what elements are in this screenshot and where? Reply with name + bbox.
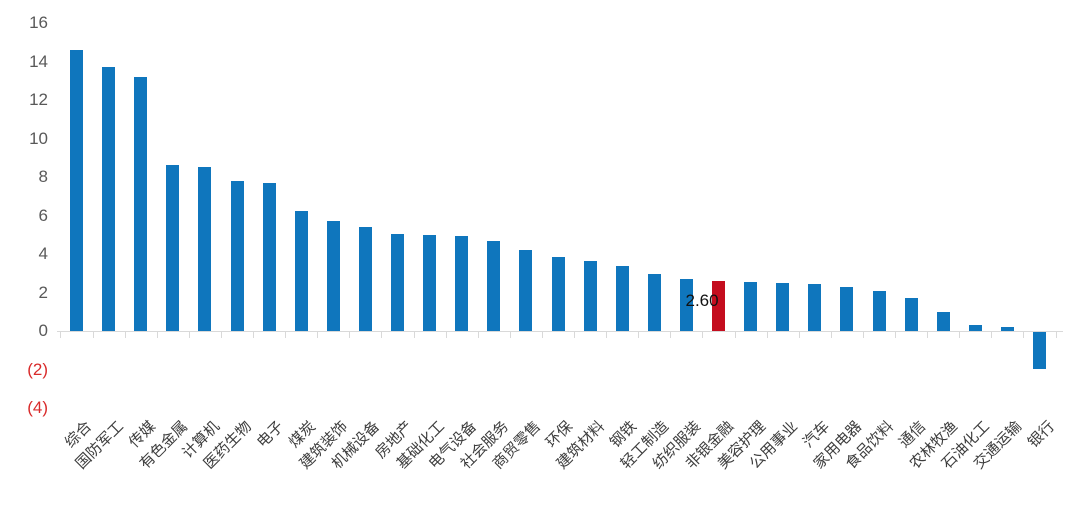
y-axis-tick-label: 6 xyxy=(38,205,48,225)
x-axis-tick-mark xyxy=(991,331,993,338)
y-axis-tick-label: 4 xyxy=(38,244,48,263)
x-axis-line xyxy=(57,331,1063,332)
x-axis-tick-mark xyxy=(830,331,832,338)
y-axis-tick-label: 2 xyxy=(38,282,48,302)
bar-食品饮料 xyxy=(872,290,886,331)
x-axis-tick-mark xyxy=(477,331,479,338)
bar-石油化工 xyxy=(968,325,982,331)
x-axis-tick-mark xyxy=(895,331,897,338)
y-axis-tick-label: 12 xyxy=(29,90,48,109)
x-axis-tick-mark xyxy=(156,331,158,338)
bar-有色金属 xyxy=(166,165,180,331)
x-axis-tick-mark xyxy=(798,331,800,338)
x-axis-tick-mark xyxy=(766,331,768,338)
bar-电气设备 xyxy=(455,235,469,331)
bar-建筑装饰 xyxy=(326,221,340,331)
x-axis-tick-mark xyxy=(734,331,736,338)
y-axis-tick-label: 16 xyxy=(29,13,48,32)
x-axis-tick-mark xyxy=(381,331,383,338)
y-axis-tick-label: 8 xyxy=(38,167,48,186)
bar-纺织服装 xyxy=(679,279,693,331)
bar-轻工制造 xyxy=(647,274,661,331)
x-axis-tick-mark xyxy=(349,331,351,338)
x-axis-tick-mark xyxy=(541,331,543,338)
highlight-data-label: 2.60 xyxy=(685,290,719,310)
y-axis-tick-label: 10 xyxy=(29,128,48,148)
y-axis-tick-label: (2) xyxy=(27,359,48,379)
bar-社会服务 xyxy=(487,240,501,331)
bar-综合 xyxy=(70,49,83,331)
bar-农林牧渔 xyxy=(936,311,950,331)
x-axis-tick-mark xyxy=(702,331,704,338)
x-axis-tick-mark xyxy=(413,331,415,338)
x-axis-tick-mark xyxy=(574,331,576,338)
bar-公用事业 xyxy=(776,282,790,331)
bar-煤炭 xyxy=(294,210,308,331)
x-axis-tick-mark xyxy=(670,331,672,338)
x-axis-tick-mark xyxy=(1055,331,1057,338)
bar-商贸零售 xyxy=(519,250,533,331)
x-axis-tick-mark xyxy=(253,331,255,338)
x-axis-tick-mark xyxy=(959,331,961,338)
bar-基础化工 xyxy=(423,234,437,331)
x-axis-tick-mark xyxy=(862,331,864,338)
bar-传媒 xyxy=(134,76,148,331)
bar-计算机 xyxy=(198,167,212,331)
bar-医药生物 xyxy=(230,180,244,331)
bar-交通运输 xyxy=(1000,327,1014,331)
x-axis-tick-mark xyxy=(927,331,929,338)
y-axis-tick-label: (4) xyxy=(27,398,48,417)
x-axis-tick-mark xyxy=(638,331,640,338)
bar-环保 xyxy=(551,256,565,331)
x-axis-tick-mark xyxy=(1023,331,1025,338)
x-axis-tick-mark xyxy=(188,331,190,338)
bar-美容护理 xyxy=(744,281,758,331)
x-axis-tick-mark xyxy=(317,331,319,338)
x-axis-tick-mark xyxy=(285,331,287,338)
x-axis-tick-mark xyxy=(509,331,511,338)
bar-国防军工 xyxy=(102,67,116,331)
x-axis-tick-mark xyxy=(60,331,62,338)
bar-银行 xyxy=(1033,332,1046,369)
bar-汽车 xyxy=(808,283,822,331)
x-axis-tick-mark xyxy=(124,331,126,338)
y-axis-tick-label: 0 xyxy=(38,321,48,340)
bar-highlight-非银金融 xyxy=(712,280,725,331)
bar-房地产 xyxy=(391,233,404,331)
bar-建筑材料 xyxy=(583,260,597,331)
x-axis-tick-mark xyxy=(92,331,94,338)
x-axis-tick-mark xyxy=(445,331,447,338)
bar-钢铁 xyxy=(615,265,629,331)
y-axis-tick-label: 14 xyxy=(29,51,48,71)
bar-电子 xyxy=(262,182,276,331)
bar-家用电器 xyxy=(840,286,854,331)
x-axis-tick-mark xyxy=(606,331,608,338)
bar-通信 xyxy=(904,298,918,331)
bar-机械设备 xyxy=(358,227,372,331)
x-axis-tick-mark xyxy=(220,331,222,338)
